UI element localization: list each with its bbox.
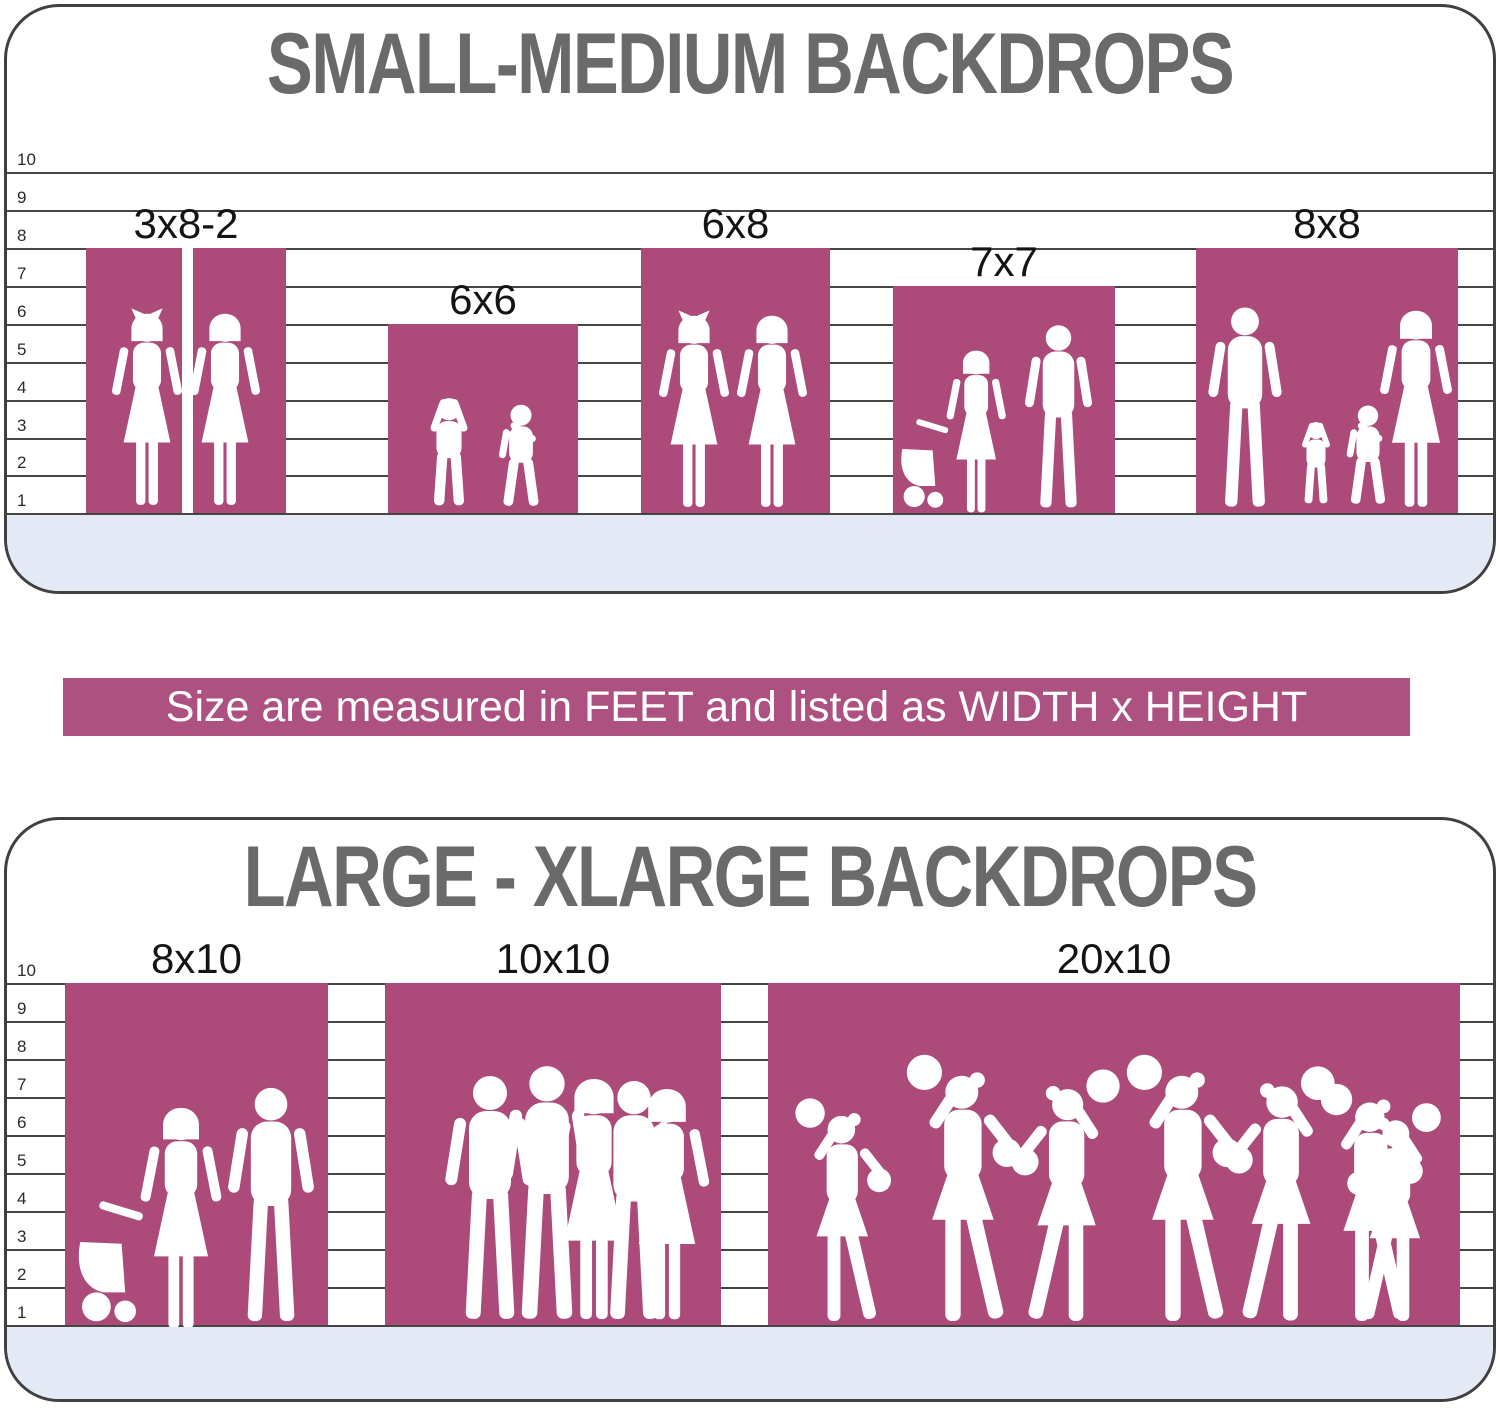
- scale-label: 5: [17, 1151, 27, 1170]
- gridline: [7, 1135, 1493, 1137]
- floor-strip: [7, 515, 1493, 591]
- backdrop-8x10: [65, 983, 328, 1325]
- gridline: [7, 1059, 1493, 1061]
- backdrop-7x7: [893, 286, 1115, 513]
- gridline: [7, 513, 1493, 515]
- gridline: [7, 1021, 1493, 1023]
- scale-label: 5: [17, 340, 27, 359]
- backdrop-label-6x8: 6x8: [701, 200, 770, 247]
- floor-strip: [7, 1327, 1493, 1399]
- large-xlarge-panel: LARGE - XLARGE BACKDROPS 10 9 8 7 6 5 4 …: [4, 817, 1496, 1402]
- backdrop-6x8: [641, 248, 830, 513]
- backdrop-8x8: [1196, 248, 1458, 513]
- silhouette-family-of-four: [1207, 307, 1453, 507]
- size-note-text: Size are measured in FEET and listed as …: [165, 682, 1308, 731]
- scale-label: 8: [17, 1037, 27, 1056]
- gridline: [7, 1097, 1493, 1099]
- gridline: [7, 1325, 1493, 1327]
- gridline: [7, 210, 1493, 212]
- silhouette-stroller-and-man: [65, 1087, 315, 1325]
- scale-label: 2: [17, 453, 27, 472]
- small-medium-title: SMALL-MEDIUM BACKDROPS: [266, 16, 1235, 112]
- silhouette-stroller-and-man: [893, 325, 1093, 513]
- gridline: [7, 172, 1493, 174]
- scale-label: 4: [17, 378, 27, 397]
- backdrop-label-3x8-2: 3x8-2: [133, 200, 239, 247]
- scale-label: 7: [17, 264, 27, 283]
- silhouette-two-girls: [86, 248, 261, 505]
- backdrop-label-20x10: 20x10: [1056, 935, 1172, 982]
- scale-label: 3: [17, 416, 27, 435]
- small-medium-panel: SMALL-MEDIUM BACKDROPS 10 9 8 7 6 5 4 3 …: [4, 4, 1496, 594]
- scale-label: 4: [17, 1189, 27, 1208]
- silhouette-two-toddlers: [429, 398, 540, 507]
- scale-label: 8: [17, 226, 27, 245]
- panel-divider: [182, 248, 193, 513]
- scale-label: 6: [17, 1113, 27, 1132]
- large-xlarge-title: LARGE - XLARGE BACKDROPS: [243, 829, 1258, 925]
- backdrop-label-7x7: 7x7: [970, 238, 1038, 285]
- scale-label: 1: [17, 1303, 27, 1322]
- silhouette-two-girls: [641, 248, 808, 507]
- backdrop-6x6: [388, 324, 578, 513]
- gridline: [7, 983, 1493, 985]
- gridline: [7, 1211, 1493, 1213]
- gridline: [7, 1249, 1493, 1251]
- backdrop-label-8x8: 8x8: [1293, 200, 1361, 247]
- scale-label: 1: [17, 491, 27, 510]
- backdrop-label-10x10: 10x10: [495, 935, 611, 982]
- scale-label: 10: [17, 150, 36, 169]
- scale-label: 10: [17, 961, 36, 980]
- backdrop-label-6x6: 6x6: [449, 276, 517, 323]
- backdrop-10x10: [385, 983, 721, 1325]
- scale-label: 9: [17, 999, 27, 1018]
- backdrop-3x8-2: [86, 248, 286, 513]
- scale-label: 6: [17, 302, 27, 321]
- scale-label: 3: [17, 1227, 27, 1246]
- backdrop-label-8x10: 8x10: [150, 935, 243, 982]
- backdrop-20x10: [768, 983, 1460, 1325]
- silhouette-group-of-people: [444, 1066, 710, 1320]
- gridline: [7, 1173, 1493, 1175]
- size-note-banner: Size are measured in FEET and listed as …: [63, 678, 1410, 736]
- scale-label: 2: [17, 1265, 27, 1284]
- silhouette-cheerleaders: [795, 1054, 1441, 1321]
- gridline: [7, 1287, 1493, 1289]
- scale-label: 9: [17, 188, 27, 207]
- scale-label: 7: [17, 1075, 27, 1094]
